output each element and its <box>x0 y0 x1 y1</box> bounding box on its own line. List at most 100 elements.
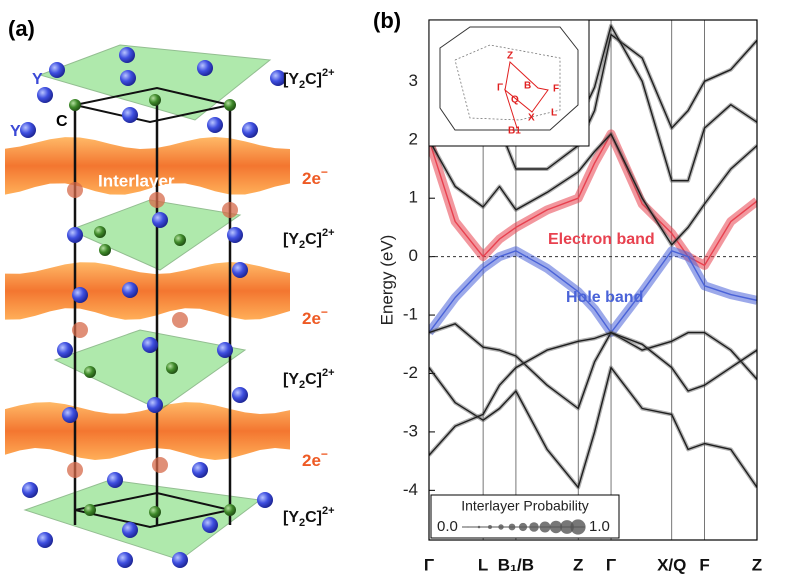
band <box>429 331 757 456</box>
y-tick-label: 3 <box>409 71 418 90</box>
formula-part: [Y <box>283 509 299 526</box>
yttrium-atom <box>62 407 78 423</box>
legend-size-sample <box>560 520 574 534</box>
layer-formula: [Y2C]2+ <box>283 67 335 91</box>
legend-size-sample <box>467 526 469 528</box>
yttrium-atom <box>142 337 158 353</box>
x-tick-label: Z <box>752 555 762 574</box>
yttrium-atom <box>202 517 218 533</box>
x-tick-label: L <box>478 555 488 574</box>
inset-label: X <box>528 113 535 124</box>
y-tick-label: 2 <box>409 129 418 148</box>
yttrium-atom-in-cloud <box>67 182 83 198</box>
yttrium-atom <box>147 397 163 413</box>
yttrium-atom <box>242 122 258 138</box>
yttrium-atom <box>192 462 208 478</box>
legend-size-sample <box>508 523 516 531</box>
legend-min: 0.0 <box>437 518 458 535</box>
x-tick-label: X/Q <box>657 555 686 574</box>
panel-label: (b) <box>373 8 401 33</box>
y-tick-label: -1 <box>403 305 418 324</box>
yttrium-atom <box>72 287 88 303</box>
y-tick-label: 0 <box>409 246 418 265</box>
band-annotation: Hole band <box>566 289 643 306</box>
carbon-atom <box>149 94 161 106</box>
layer-polyhedron <box>53 329 247 411</box>
formula-superscript: 2+ <box>322 505 335 517</box>
carbon-atom <box>69 99 81 111</box>
inset-label: B1 <box>508 126 521 137</box>
atom-label: Y <box>32 71 43 88</box>
yttrium-atom-in-cloud <box>222 202 238 218</box>
yttrium-atom <box>207 117 223 133</box>
crystal-structure: (a)YYCInterlayer[Y2C]2+[Y2C]2+[Y2C]2+[Y2… <box>5 16 335 568</box>
band-halo <box>429 365 757 490</box>
yttrium-atom <box>232 387 248 403</box>
layer-formula: [Y2C]2+ <box>283 227 335 251</box>
inset-label: Q <box>511 95 519 106</box>
carbon-atom <box>224 504 236 516</box>
yttrium-atom <box>257 492 273 508</box>
y-tick-label: 1 <box>409 188 418 207</box>
legend-title: Interlayer Probability <box>461 498 589 514</box>
carbon-atom <box>84 366 96 378</box>
legend-size-sample <box>529 522 539 532</box>
formula-part: [Y <box>283 231 299 248</box>
band <box>429 323 757 410</box>
yttrium-atom <box>217 342 233 358</box>
x-tick-label: Γ <box>606 555 616 574</box>
legend-size-sample <box>498 524 504 530</box>
formula-part: [Y <box>283 71 299 88</box>
y-tick-label: -3 <box>403 421 418 440</box>
carbon-atom <box>99 244 111 256</box>
electron-superscript: − <box>321 305 328 319</box>
carbon-atom <box>174 234 186 246</box>
yttrium-atom <box>37 87 53 103</box>
formula-superscript: 2+ <box>322 67 335 79</box>
electron-count: 2e− <box>302 165 328 188</box>
layer-formula: [Y2C]2+ <box>283 505 335 529</box>
x-tick-label: Z <box>573 555 583 574</box>
inset-label: L <box>551 108 557 119</box>
carbon-atom <box>224 99 236 111</box>
formula-superscript: 2+ <box>322 367 335 379</box>
legend-size-sample <box>549 520 563 534</box>
yttrium-atom <box>37 532 53 548</box>
interlayer-electron-cloud <box>5 402 290 460</box>
formula-part: C] <box>305 231 322 248</box>
formula-subscript: 2 <box>299 239 305 251</box>
yttrium-atom-in-cloud <box>152 457 168 473</box>
atom-label: Y <box>10 123 21 140</box>
legend-size-sample <box>488 525 492 529</box>
band <box>429 133 757 267</box>
band-annotation: Electron band <box>548 231 655 248</box>
k-path <box>504 61 549 129</box>
band <box>429 133 757 246</box>
yttrium-atom <box>122 522 138 538</box>
yttrium-atom <box>22 482 38 498</box>
layer-formula: [Y2C]2+ <box>283 367 335 391</box>
formula-subscript: 2 <box>299 79 305 91</box>
yttrium-atom <box>49 62 65 78</box>
legend-size-sample <box>570 519 586 535</box>
yttrium-atom-in-cloud <box>67 462 83 478</box>
brillouin-zone <box>439 26 579 131</box>
bands <box>429 21 757 490</box>
yttrium-atom <box>119 47 135 63</box>
band-halo <box>429 131 757 247</box>
yttrium-atom <box>122 282 138 298</box>
electron-count: 2e− <box>302 305 328 328</box>
y-axis-label: Energy (eV) <box>377 235 396 326</box>
x-tick-label: Γ <box>424 555 434 574</box>
yttrium-atom <box>117 552 133 568</box>
layer-polyhedron <box>68 199 242 271</box>
inset-label: F <box>553 84 559 95</box>
band-structure: (b) Energy (eV) -4 -3 -2 -1 0 1 2 3 Γ L B₁/B Z Γ X/Q F Z E… <box>373 8 762 575</box>
yttrium-atom-in-cloud <box>72 322 88 338</box>
formula-subscript: 2 <box>299 517 305 529</box>
plot-frame <box>428 19 758 541</box>
x-tick-label: B₁/B <box>498 555 534 574</box>
yttrium-atom <box>67 227 83 243</box>
band <box>429 250 757 334</box>
